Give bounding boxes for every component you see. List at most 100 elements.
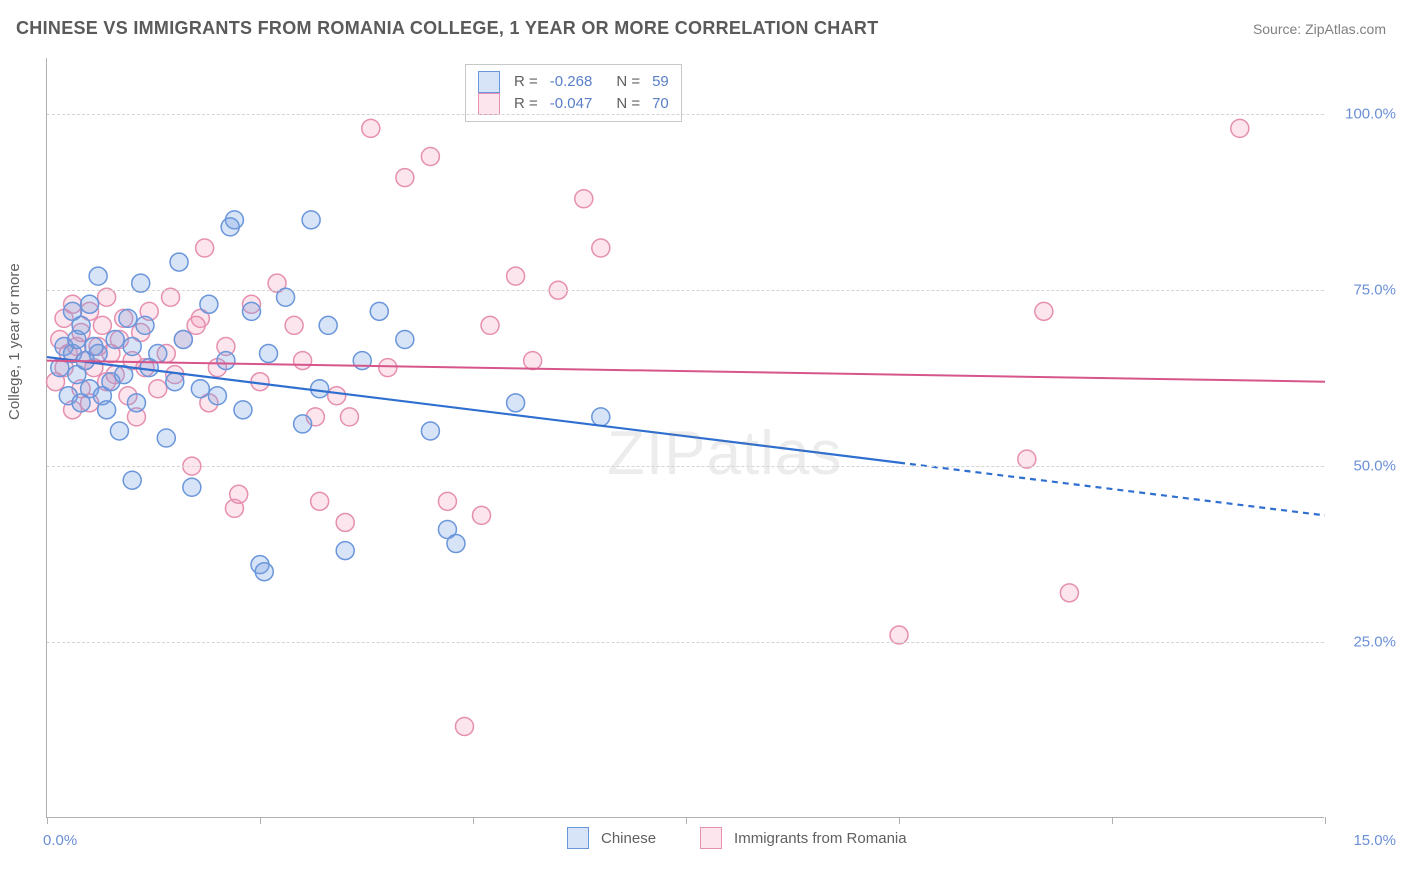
legend-swatch-chinese (567, 827, 589, 849)
stat-r-chinese: -0.268 (550, 71, 593, 93)
data-point (285, 316, 303, 334)
data-point (93, 316, 111, 334)
data-point (72, 316, 90, 334)
gridline (47, 642, 1324, 643)
data-point (336, 513, 354, 531)
chart-title: CHINESE VS IMMIGRANTS FROM ROMANIA COLLE… (16, 18, 879, 39)
data-point (592, 408, 610, 426)
data-point (294, 352, 312, 370)
data-point (1060, 584, 1078, 602)
xtick-label-max: 15.0% (1353, 832, 1396, 849)
data-point (1035, 302, 1053, 320)
data-point (447, 535, 465, 553)
data-point (242, 302, 260, 320)
data-point (319, 316, 337, 334)
ytick-label: 75.0% (1334, 282, 1396, 299)
source-label: Source: ZipAtlas.com (1253, 21, 1386, 37)
data-point (81, 295, 99, 313)
data-point (421, 148, 439, 166)
stat-n-label: N = (616, 71, 640, 93)
stat-r-label: R = (514, 71, 538, 93)
scatter-plot: R = -0.268 N = 59 R = -0.047 N = 70 Chin… (46, 58, 1324, 818)
data-point (230, 485, 248, 503)
data-point (187, 316, 205, 334)
data-point (123, 338, 141, 356)
stat-n-romania: 70 (652, 93, 669, 115)
legend-label-romania: Immigrants from Romania (734, 830, 907, 847)
plot-svg (47, 58, 1324, 817)
xtick (260, 817, 261, 824)
stat-n-chinese: 59 (652, 71, 669, 93)
data-point (421, 422, 439, 440)
stat-n-label-2: N = (616, 93, 640, 115)
data-point (524, 352, 542, 370)
data-point (170, 253, 188, 271)
stats-row-romania: R = -0.047 N = 70 (478, 93, 669, 115)
data-point (149, 345, 167, 363)
data-point (119, 309, 137, 327)
data-point (200, 295, 218, 313)
data-point (396, 330, 414, 348)
data-point (455, 718, 473, 736)
gridline (47, 290, 1324, 291)
data-point (157, 429, 175, 447)
data-point (221, 218, 239, 236)
stat-r-label-2: R = (514, 93, 538, 115)
data-point (234, 401, 252, 419)
data-point (123, 471, 141, 489)
data-point (191, 380, 209, 398)
data-point (328, 387, 346, 405)
xtick (1325, 817, 1326, 824)
data-point (362, 119, 380, 137)
data-point (336, 542, 354, 560)
stat-r-romania: -0.047 (550, 93, 593, 115)
xtick (473, 817, 474, 824)
data-point (217, 352, 235, 370)
data-point (379, 359, 397, 377)
data-point (340, 408, 358, 426)
data-point (110, 422, 128, 440)
data-point (149, 380, 167, 398)
data-point (127, 394, 145, 412)
data-point (507, 267, 525, 285)
data-point (174, 330, 192, 348)
data-point (311, 380, 329, 398)
data-point (260, 345, 278, 363)
gridline (47, 466, 1324, 467)
xtick (686, 817, 687, 824)
ytick-label: 50.0% (1334, 458, 1396, 475)
data-point (98, 401, 116, 419)
data-point (396, 169, 414, 187)
data-point (294, 415, 312, 433)
data-point (311, 492, 329, 510)
ytick-label: 100.0% (1334, 106, 1396, 123)
data-point (208, 387, 226, 405)
data-point (575, 190, 593, 208)
data-point (473, 506, 491, 524)
trend-line (47, 361, 1325, 382)
data-point (166, 373, 184, 391)
y-axis-label: College, 1 year or more (6, 263, 23, 420)
data-point (507, 394, 525, 412)
legend-bottom: Chinese Immigrants from Romania (567, 827, 907, 849)
data-point (481, 316, 499, 334)
data-point (106, 330, 124, 348)
xtick (47, 817, 48, 824)
data-point (89, 267, 107, 285)
swatch-romania (478, 93, 500, 115)
legend-swatch-romania (700, 827, 722, 849)
swatch-chinese (478, 71, 500, 93)
data-point (183, 478, 201, 496)
xtick-label-min: 0.0% (43, 832, 77, 849)
data-point (255, 563, 273, 581)
gridline (47, 114, 1324, 115)
data-point (592, 239, 610, 257)
data-point (136, 316, 154, 334)
stats-row-chinese: R = -0.268 N = 59 (478, 71, 669, 93)
xtick (899, 817, 900, 824)
data-point (302, 211, 320, 229)
legend-label-chinese: Chinese (601, 830, 656, 847)
trend-line-dashed (899, 463, 1325, 516)
data-point (1231, 119, 1249, 137)
data-point (196, 239, 214, 257)
